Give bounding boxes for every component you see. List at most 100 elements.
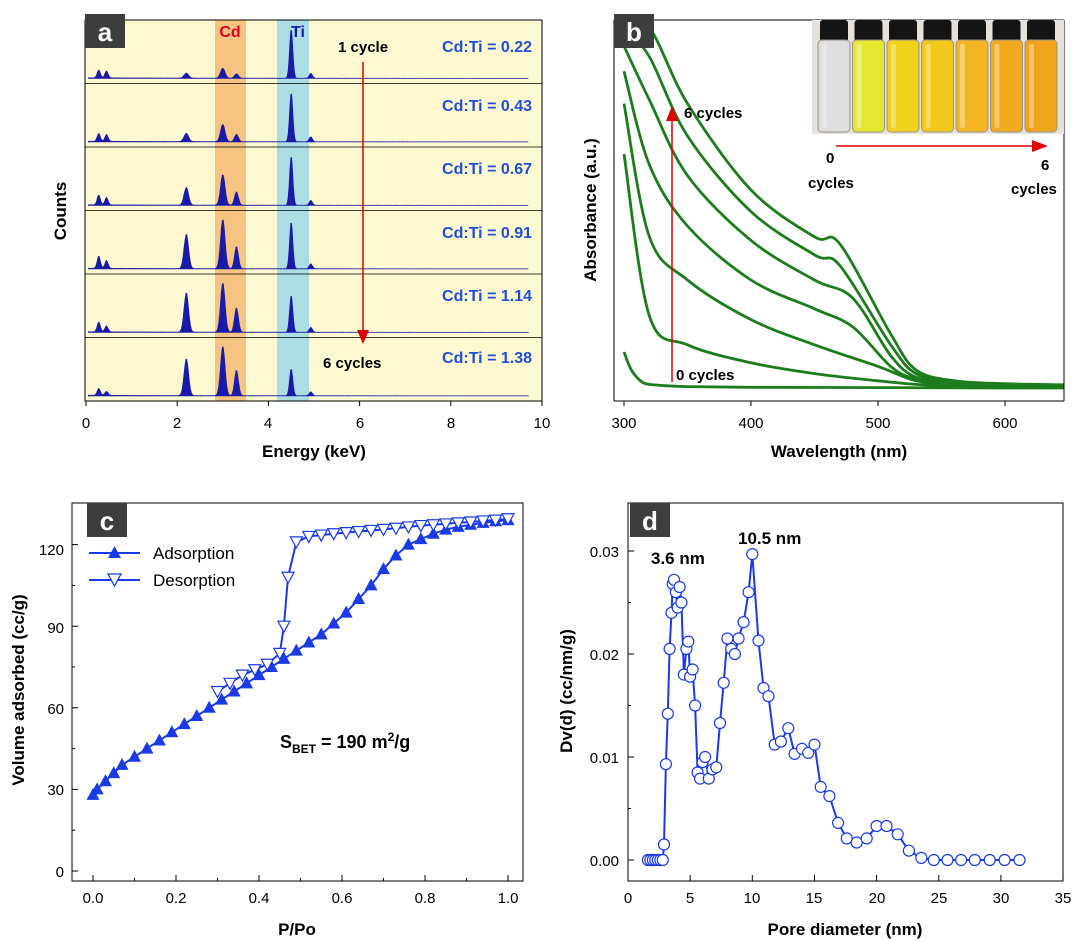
pore-distribution-marker: [774, 735, 788, 748]
pore-distribution-marker: [831, 816, 845, 830]
ratio-label-6: Cd:Ti = 1.38: [442, 350, 532, 367]
pore-distribution-marker: [661, 707, 674, 720]
tick-d-y-0.03: 0.03: [590, 544, 619, 561]
panel-c-ticks: [72, 544, 509, 881]
adsorption-marker: [327, 616, 341, 629]
vial-cap: [992, 20, 1021, 42]
vial-glint: [1029, 44, 1034, 128]
eds-spectrum: [87, 157, 529, 206]
peak-label-10-5nm: 10.5 nm: [738, 529, 801, 548]
tick-b-400: 400: [738, 415, 763, 432]
pore-distribution-marker: [823, 789, 836, 803]
eds-spectrum: [87, 93, 529, 143]
ratio-label-5: Cd:Ti = 1.14: [442, 288, 532, 305]
tick-c-x-0.0: 0.0: [83, 890, 104, 907]
panel-label-a-box: [85, 14, 125, 48]
pore-distribution-marker: [891, 828, 904, 841]
pore-distribution-marker: [659, 758, 673, 771]
panel-b: 300 400 500 600 Wavelength (nm) Absorban…: [581, 14, 1065, 461]
vial-glint: [891, 44, 896, 128]
desorption-marker: [260, 658, 275, 672]
pore-distribution-marker: [656, 853, 669, 867]
inset-label-0-cycles: cycles: [808, 175, 854, 192]
eds-spectrum: [87, 30, 529, 79]
desorption-marker: [235, 669, 250, 683]
tick-c-y-90: 90: [47, 620, 64, 637]
pore-distribution-marker: [663, 642, 676, 656]
pore-distribution-line: [647, 554, 1020, 861]
ratio-label-2: Cd:Ti = 0.43: [442, 98, 532, 115]
adsorption-marker: [277, 651, 291, 664]
vial: [955, 39, 989, 133]
desorption-marker: [339, 527, 354, 540]
vial: [852, 39, 885, 133]
panel-d-frame: [627, 502, 1064, 882]
tick-c-x-0.2: 0.2: [166, 890, 187, 907]
tick-b-600: 600: [992, 415, 1017, 432]
adsorption-marker: [202, 700, 216, 713]
inset-label-6: 6: [1041, 157, 1049, 174]
y-axis-label-c: Volume adsorbed (cc/g): [9, 594, 28, 785]
x-axis-label-c: P/Po: [278, 920, 316, 939]
panel-label-c: c: [100, 506, 114, 536]
desorption-marker: [451, 517, 466, 531]
pore-distribution-marker: [927, 853, 940, 867]
x-axis-label-b: Wavelength (nm): [771, 442, 907, 461]
panel-label-d-box: [630, 503, 670, 537]
tick-d-x-10: 10: [744, 890, 761, 907]
desorption-marker: [426, 519, 441, 532]
pore-distribution-marker: [808, 738, 821, 751]
tick-c-x-0.8: 0.8: [415, 890, 436, 907]
pore-distribution-marker: [762, 690, 775, 703]
adsorption-marker: [401, 537, 415, 550]
annotation-1-cycle: 1 cycle: [338, 39, 388, 56]
desorption-marker: [314, 529, 329, 543]
vial: [990, 39, 1023, 133]
tick-c-y-60: 60: [47, 701, 64, 718]
adsorption-marker: [128, 749, 141, 762]
pore-distribution-marker: [682, 635, 695, 648]
vial: [921, 39, 954, 133]
adsorption-marker: [140, 741, 154, 754]
pore-distribution-marker: [728, 647, 742, 661]
panel-label-c-box: [87, 503, 127, 537]
adsorption-marker: [389, 548, 403, 561]
legend-adsorption-marker: [108, 546, 121, 558]
legend-adsorption-label: Adsorption: [153, 544, 234, 563]
pore-size-curve: [641, 547, 1026, 867]
desorption-marker: [376, 523, 391, 537]
desorption-marker: [488, 514, 503, 528]
desorption-marker: [463, 516, 478, 530]
tick-d-x-25: 25: [931, 890, 948, 907]
pore-distribution-marker: [915, 851, 928, 865]
pore-distribution-marker: [814, 780, 827, 794]
pore-distribution-marker: [742, 586, 755, 599]
tick-d-x-35: 35: [1055, 890, 1072, 907]
annotation-6-cycles: 6 cycles: [323, 355, 381, 372]
tick-c-y-30: 30: [47, 782, 64, 799]
desorption-line: [216, 517, 509, 693]
panel-d-ticks: [627, 550, 1064, 881]
tick-c-y-0: 0: [56, 864, 64, 881]
panel-label-a: a: [98, 17, 113, 47]
adsorption-marker: [314, 627, 328, 640]
desorption-marker: [289, 536, 304, 550]
pore-distribution-marker: [732, 632, 745, 645]
tick-a-6: 6: [356, 415, 364, 432]
pore-distribution-marker: [941, 853, 954, 867]
pore-distribution-marker: [850, 836, 863, 849]
y-axis-label-a: Counts: [51, 182, 70, 241]
eds-spectrum: [87, 346, 530, 397]
vial: [886, 39, 920, 133]
eds-spectrum: [87, 219, 529, 270]
panel-d: 0 5 10 15 20 25 30 35 0.00 0.01 0.02 0.0…: [557, 502, 1072, 939]
inset-label-6-cycles: cycles: [1011, 181, 1057, 198]
vial: [1024, 39, 1058, 133]
pore-distribution-marker: [902, 844, 916, 857]
panel-b-x-ticks: [623, 401, 1006, 406]
desorption-marker: [401, 521, 416, 535]
tick-d-x-15: 15: [806, 890, 823, 907]
panel-a-frame: [84, 19, 543, 402]
adsorption-marker: [426, 526, 440, 539]
